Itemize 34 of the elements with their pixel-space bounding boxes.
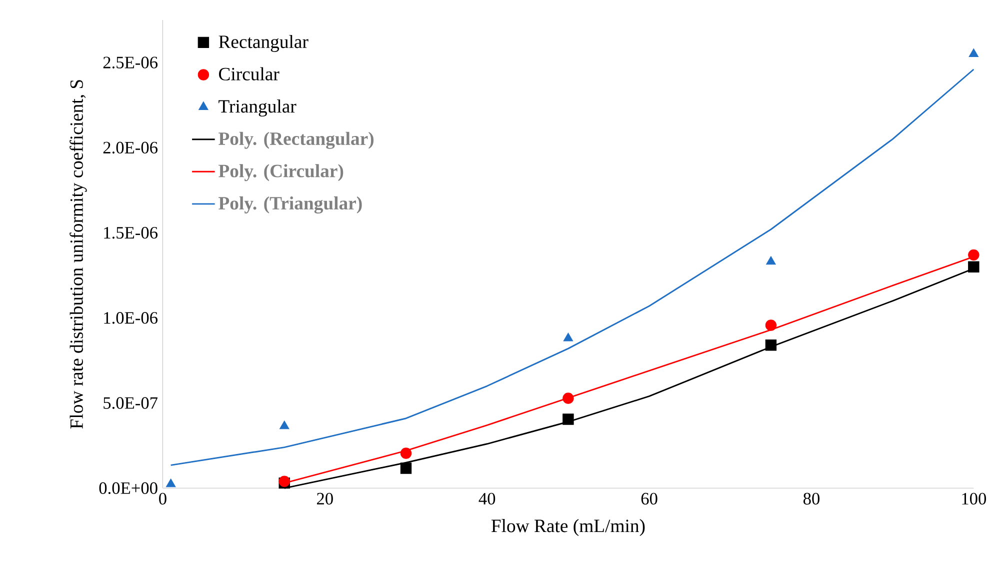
point [765, 320, 777, 331]
legend-label: Rectangular [218, 35, 308, 52]
legend-label: Poly. (Triangular) [218, 196, 362, 214]
point [765, 340, 777, 351]
point [400, 462, 412, 474]
legend-label: Poly. (Rectangular) [218, 132, 374, 149]
point [400, 448, 412, 459]
line-series [170, 68, 974, 466]
legend-label: Circular [219, 67, 280, 80]
point [968, 48, 979, 58]
y-tick-label: 2.5E-06 [103, 56, 158, 69]
x-axis-title: Flow Rate (mL/min) [491, 519, 645, 536]
y-tick-label: 2.0E-06 [103, 142, 158, 154]
point [562, 414, 574, 425]
x-tick-label: 40 [478, 492, 496, 505]
y-tick-label: 0.0E+00 [99, 482, 158, 494]
x-tick-label: 80 [803, 492, 820, 505]
point [279, 420, 290, 430]
x-tick-label: 100 [962, 492, 986, 505]
point [562, 392, 574, 404]
x-tick-label: 20 [316, 492, 333, 505]
y-axis-title: Flow rate distribution uniformity coefficient, S [70, 80, 87, 429]
point [766, 256, 776, 265]
point [968, 249, 980, 261]
point [563, 332, 574, 342]
y-tick-label: 5.0E-07 [104, 397, 158, 409]
legend-label: Triangular [218, 100, 296, 117]
y-tick-label: 1.0E-06 [104, 312, 158, 324]
legend-label: Poly. (Circular) [218, 164, 344, 182]
x-tick-label: 0 [159, 492, 166, 505]
x-tick-label: 60 [641, 492, 658, 505]
y-tick-label: 1.5E-06 [104, 226, 158, 239]
point [968, 261, 980, 273]
point [166, 478, 176, 488]
